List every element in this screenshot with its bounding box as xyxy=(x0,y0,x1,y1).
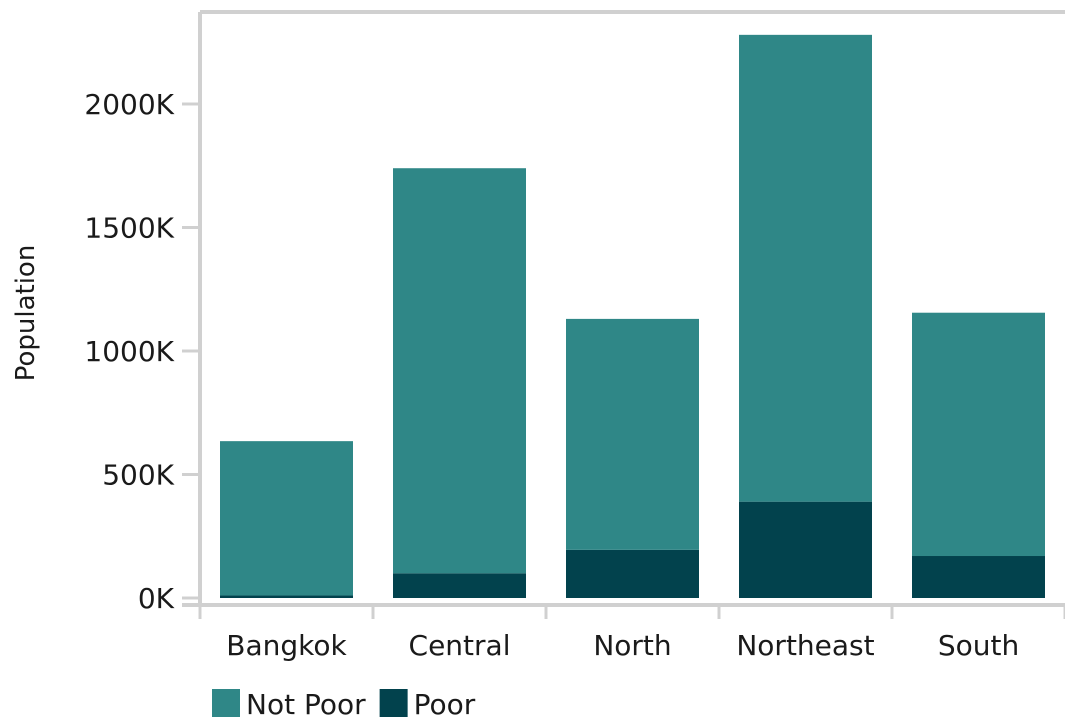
plot-frame xyxy=(182,10,1065,607)
x-tick-label-bangkok: Bangkok xyxy=(226,629,347,662)
bar-not-poor-northeast xyxy=(739,34,872,502)
bar-not-poor-south xyxy=(912,312,1045,557)
bar-poor-northeast xyxy=(739,501,872,598)
y-tick-label: 2000K xyxy=(84,88,174,121)
bar-not-poor-central xyxy=(393,168,526,574)
legend-label-poor: Poor xyxy=(414,688,476,718)
bar-not-poor-bangkok xyxy=(220,441,353,596)
legend-swatch-poor xyxy=(379,689,408,717)
legend-swatch-not-poor xyxy=(212,689,240,717)
bar-poor-north xyxy=(566,549,699,598)
bar-not-poor-north xyxy=(566,318,699,550)
y-tick-label: 500K xyxy=(102,459,174,492)
y-axis: 0K 500K 1000K 1500K 2000K xyxy=(84,88,200,615)
legend-label-not-poor: Not Poor xyxy=(246,688,366,718)
bar-poor-south xyxy=(912,556,1045,598)
y-tick-label: 1000K xyxy=(84,335,174,368)
y-tick-label: 1500K xyxy=(84,212,174,245)
y-tick-label: 0K xyxy=(138,582,175,615)
x-tick-label-south: South xyxy=(938,629,1019,662)
x-tick-label-northeast: Northeast xyxy=(736,629,874,662)
bar-poor-bangkok xyxy=(220,595,353,598)
bars-group xyxy=(220,34,1045,598)
x-tick-label-north: North xyxy=(593,629,671,662)
bar-poor-central xyxy=(393,573,526,598)
legend: Not Poor Poor xyxy=(212,688,476,718)
y-axis-title: Population xyxy=(11,245,41,382)
x-tick-label-central: Central xyxy=(409,629,511,662)
x-axis: Bangkok Central North Northeast South xyxy=(198,605,1065,662)
